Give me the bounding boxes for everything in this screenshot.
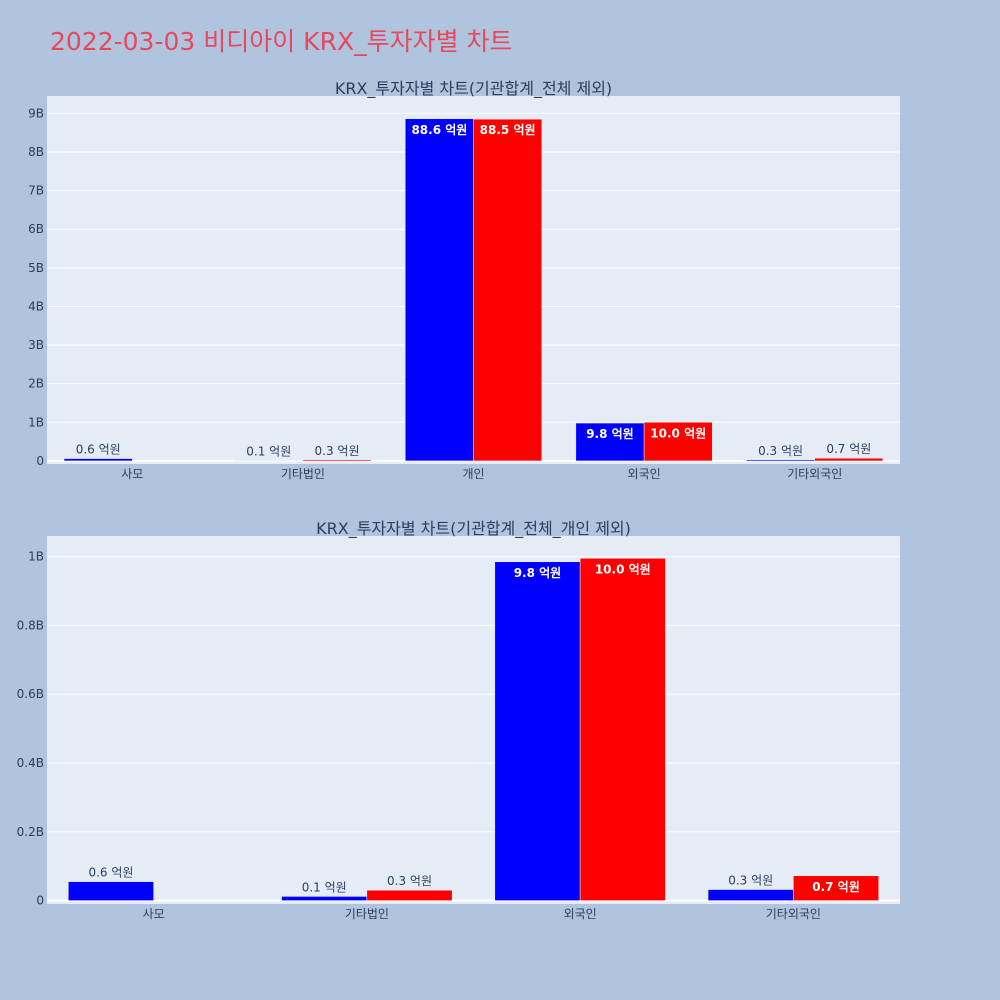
bar-sell xyxy=(366,889,453,901)
y-tick-label: 8B xyxy=(28,145,44,159)
bar-sell xyxy=(814,457,884,462)
y-tick-label: 3B xyxy=(28,338,44,352)
x-tick-label: 사모 xyxy=(143,907,165,921)
x-tick-label: 외국인 xyxy=(564,907,597,921)
y-tick-label: 0 xyxy=(36,454,44,468)
bar-buy xyxy=(575,422,645,462)
bar-value-label: 0.6 억원 xyxy=(88,866,133,880)
plot-area xyxy=(47,536,900,904)
bar-sell xyxy=(579,558,666,901)
bar-buy xyxy=(68,881,154,901)
bar-value-label: 0.1 억원 xyxy=(302,880,347,894)
bar-value-label: 0.3 억원 xyxy=(728,874,773,888)
bar-value-label: 10.0 억원 xyxy=(595,562,651,576)
bar-buy xyxy=(707,889,794,901)
bar-value-label: 9.8 억원 xyxy=(514,566,562,580)
bar-sell xyxy=(643,422,713,462)
bar-value-label: 88.5 억원 xyxy=(480,123,536,137)
bar-value-label: 88.6 억원 xyxy=(411,123,467,137)
bar-buy xyxy=(281,896,368,901)
y-tick-label: 5B xyxy=(28,261,44,275)
x-tick-label: 기타외국인 xyxy=(787,467,842,481)
bar-buy xyxy=(405,118,474,462)
bar-sell xyxy=(473,118,542,462)
bar-value-label: 0.3 억원 xyxy=(387,874,432,888)
y-tick-label: 1B xyxy=(28,415,44,429)
y-tick-label: 0.4B xyxy=(17,756,44,770)
bar-sell xyxy=(302,459,372,462)
bar-sell xyxy=(793,875,879,901)
y-tick-label: 0.2B xyxy=(17,825,44,839)
y-tick-label: 9B xyxy=(28,106,44,120)
bar-buy xyxy=(746,459,815,462)
page-title: 2022-03-03 비디아이 KRX_투자자별 차트 xyxy=(50,27,513,56)
x-tick-label: 개인 xyxy=(462,467,484,481)
bar-buy xyxy=(494,561,581,901)
x-tick-label: 사모 xyxy=(121,467,143,481)
bar-value-label: 0.7 억원 xyxy=(812,880,860,894)
bar-value-label: 0.6 억원 xyxy=(76,443,121,457)
x-tick-label: 기타외국인 xyxy=(766,907,821,921)
y-tick-label: 0.6B xyxy=(17,687,44,701)
bar-buy xyxy=(63,458,133,462)
y-tick-label: 6B xyxy=(28,222,44,236)
y-tick-label: 2B xyxy=(28,377,44,391)
y-tick-label: 0 xyxy=(36,894,44,908)
chart-title: KRX_투자자별 차트(기관합계_전체_개인 제외) xyxy=(316,519,631,539)
x-tick-label: 기타법인 xyxy=(345,907,389,921)
y-tick-label: 1B xyxy=(28,550,44,564)
bar-value-label: 9.8 억원 xyxy=(586,427,634,441)
bar-value-label: 0.3 억원 xyxy=(758,444,803,458)
chart-title: KRX_투자자별 차트(기관합계_전체 제외) xyxy=(335,79,612,99)
chart-bottom: 0 0.2B 0.4B 0.6B 0.8B 1B KRX_투자자별 차트(기관합계_전체_개… xyxy=(17,519,900,921)
x-tick-label: 기타법인 xyxy=(281,467,325,481)
y-tick-label: 4B xyxy=(28,299,44,313)
x-tick-label: 외국인 xyxy=(628,467,661,481)
bar-value-label: 0.3 억원 xyxy=(315,444,360,458)
bar-value-label: 0.1 억원 xyxy=(246,445,291,459)
chart-top: 0 1B 2B 3B 4B 5B 6B 7B 8B 9B KRX_투자자별 차트(기관합계_전체 제… xyxy=(28,79,900,481)
bar-value-label: 0.7 억원 xyxy=(826,442,871,456)
bar-value-label: 10.0 억원 xyxy=(650,426,706,440)
y-tick-label: 0.8B xyxy=(17,618,44,632)
y-tick-label: 7B xyxy=(28,184,44,198)
